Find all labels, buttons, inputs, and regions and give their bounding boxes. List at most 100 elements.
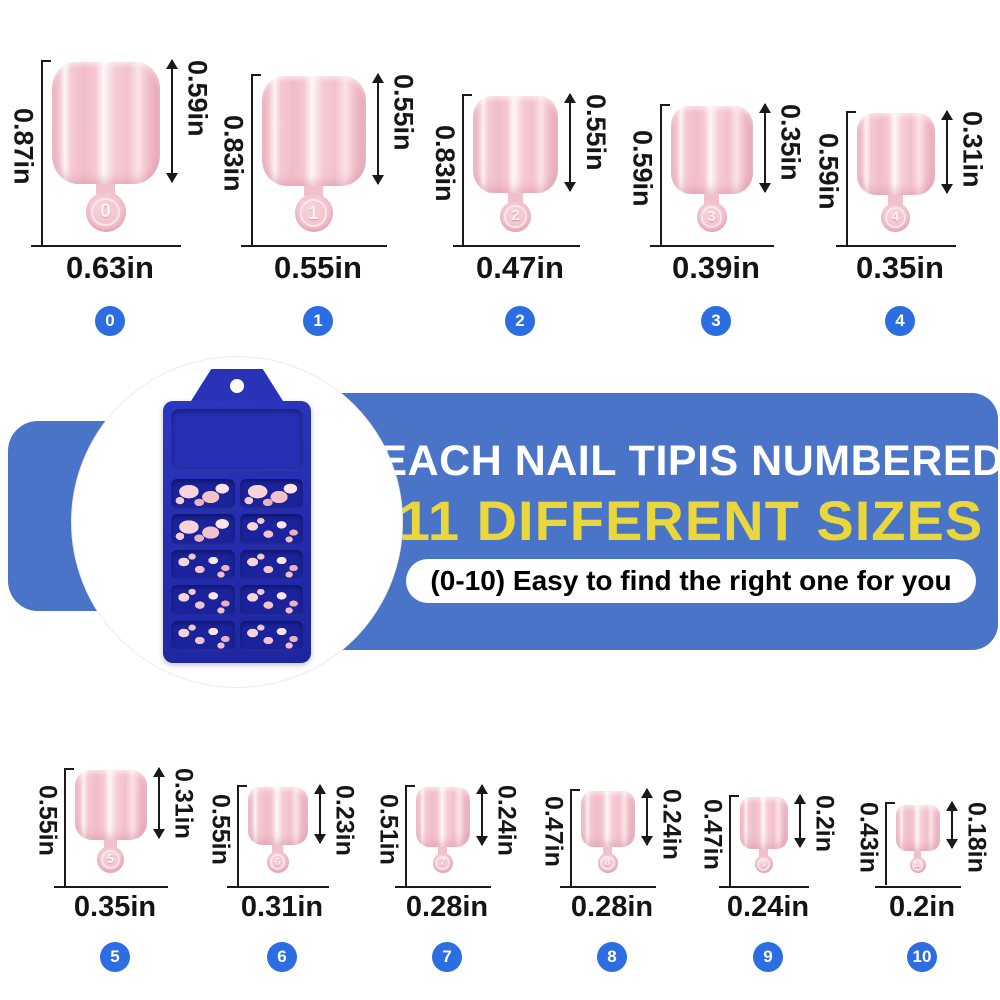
tab-digit: 0 (100, 201, 111, 223)
measured-nail: 0.87in 0 0.59in (9, 58, 213, 245)
height-bracket (884, 802, 895, 886)
tab-digit: 10 (913, 860, 922, 870)
nail-height-arrow (371, 72, 384, 185)
nail-number-tab: 6 (266, 851, 289, 874)
tab-ring: 8 (600, 855, 615, 871)
total-height-label: 0.43in (854, 802, 883, 874)
tray-cell (239, 514, 303, 545)
size-badge: 9 (753, 942, 783, 972)
total-height-label: 0.51in (374, 793, 403, 865)
width-line (241, 244, 387, 247)
nail-number-tab: 4 (881, 202, 910, 232)
nail-height-label: 0.31in (957, 110, 988, 188)
nail-stem (95, 183, 116, 194)
nail-height-label: 0.24in (657, 789, 686, 860)
width-label: 0.63in (66, 249, 154, 285)
height-bracket (40, 59, 51, 245)
size-figure-1: 0.83in 1 0.55in 0.55in 1 (218, 72, 419, 336)
nail-number-tab: 5 (97, 846, 124, 874)
total-height-label: 0.47in (698, 798, 727, 870)
measured-nail: 0.47in 8 0.24in (539, 788, 686, 887)
measured-nail: 0.59in 4 0.31in (813, 109, 988, 245)
measured-nail: 0.47in 9 0.2in (698, 794, 839, 887)
width-line (560, 886, 656, 889)
width-label: 0.31in (240, 891, 324, 924)
tab-digit: 3 (707, 208, 716, 225)
total-height-label: 0.83in (430, 124, 460, 202)
width-line (54, 886, 168, 889)
size-badge: 0 (95, 306, 125, 336)
nail-number-tab: 1 (294, 193, 333, 232)
size-figure-3: 0.59in 3 0.35in 0.39in 3 (616, 102, 816, 336)
nail-height-label: 0.55in (388, 73, 419, 151)
size-badge: 8 (597, 942, 627, 972)
tray-box (163, 401, 311, 663)
nail-stem (888, 194, 903, 205)
nail-tip-graphic: 10 (895, 805, 940, 874)
nail-height-arrow (165, 58, 178, 183)
nail-stem (602, 847, 613, 856)
nail-body (856, 112, 935, 195)
nail-body (415, 787, 470, 848)
banner-subtitle: 11 DIFFERENT SIZES (398, 488, 984, 552)
nail-body (895, 805, 940, 852)
nail-body (473, 95, 558, 193)
nail-height-arrow (945, 801, 958, 850)
nail-body (247, 787, 308, 846)
width-label: 0.2in (888, 891, 956, 924)
tab-ring: 0 (91, 197, 120, 227)
nail-stem (437, 847, 448, 856)
width-label: 0.28in (570, 891, 654, 924)
banner-note-pill: (0-10) Easy to find the right one for yo… (406, 558, 976, 604)
nail-height-arrow (793, 794, 806, 849)
tray-label-area (171, 409, 303, 471)
measured-nail: 0.83in 2 0.55in (430, 92, 611, 245)
tray-cell (171, 585, 235, 616)
total-height-label: 0.47in (539, 795, 568, 867)
size-figure-10: 0.43in 10 0.18in 0.2in 10 (842, 801, 1000, 972)
size-figure-0: 0.87in 0 0.59in 0.63in 0 (9, 58, 213, 336)
tray-cell (239, 620, 303, 651)
nail-body (261, 75, 366, 186)
tab-digit: 7 (439, 857, 446, 869)
height-bracket (845, 110, 856, 245)
measured-nail: 0.59in 3 0.35in (628, 102, 806, 245)
nail-height-label: 0.31in (169, 768, 198, 839)
width-label: 0.55in (274, 249, 362, 285)
nail-height-label: 0.24in (492, 785, 521, 856)
size-figure-2: 0.83in 2 0.55in 0.47in 2 (420, 92, 620, 336)
nail-height-arrow (940, 109, 953, 194)
nail-height-arrow (313, 784, 326, 845)
total-height-label: 0.59in (813, 133, 844, 210)
total-height-label: 0.55in (206, 793, 235, 865)
nail-number-tab: 8 (597, 853, 618, 874)
nail-stem (304, 185, 323, 196)
nail-height-label: 0.2in (810, 795, 839, 853)
nail-tip-graphic: 3 (670, 105, 753, 232)
width-line (875, 886, 961, 889)
tray-compartments (171, 479, 303, 651)
size-figure-9: 0.47in 9 0.2in 0.24in 9 (688, 794, 848, 972)
size-badge: 7 (432, 942, 462, 972)
nail-body (74, 770, 147, 841)
tab-ring: 7 (435, 855, 450, 871)
measured-nail: 0.83in 1 0.55in (219, 72, 419, 245)
measured-nail: 0.55in 5 0.31in (34, 767, 198, 887)
product-photo-circle (71, 356, 403, 688)
tray-hang-tab (191, 369, 283, 401)
measured-nail: 0.55in 6 0.23in (206, 784, 359, 887)
tab-ring: 6 (269, 854, 286, 871)
tray-cell (171, 479, 235, 510)
tray-cell (171, 620, 235, 651)
nail-number-tab: 3 (696, 201, 727, 232)
height-bracket (236, 785, 247, 887)
banner-title: EACH NAIL TIPIS NUMBERED (378, 436, 1000, 485)
tab-digit: 8 (604, 857, 611, 869)
height-bracket (728, 795, 739, 887)
nail-height-arrow (640, 788, 653, 847)
nail-tip-graphic: 6 (247, 787, 308, 874)
tab-digit: 4 (891, 208, 900, 225)
measured-nail: 0.51in 7 0.24in (374, 784, 521, 887)
size-badge: 4 (885, 306, 915, 336)
